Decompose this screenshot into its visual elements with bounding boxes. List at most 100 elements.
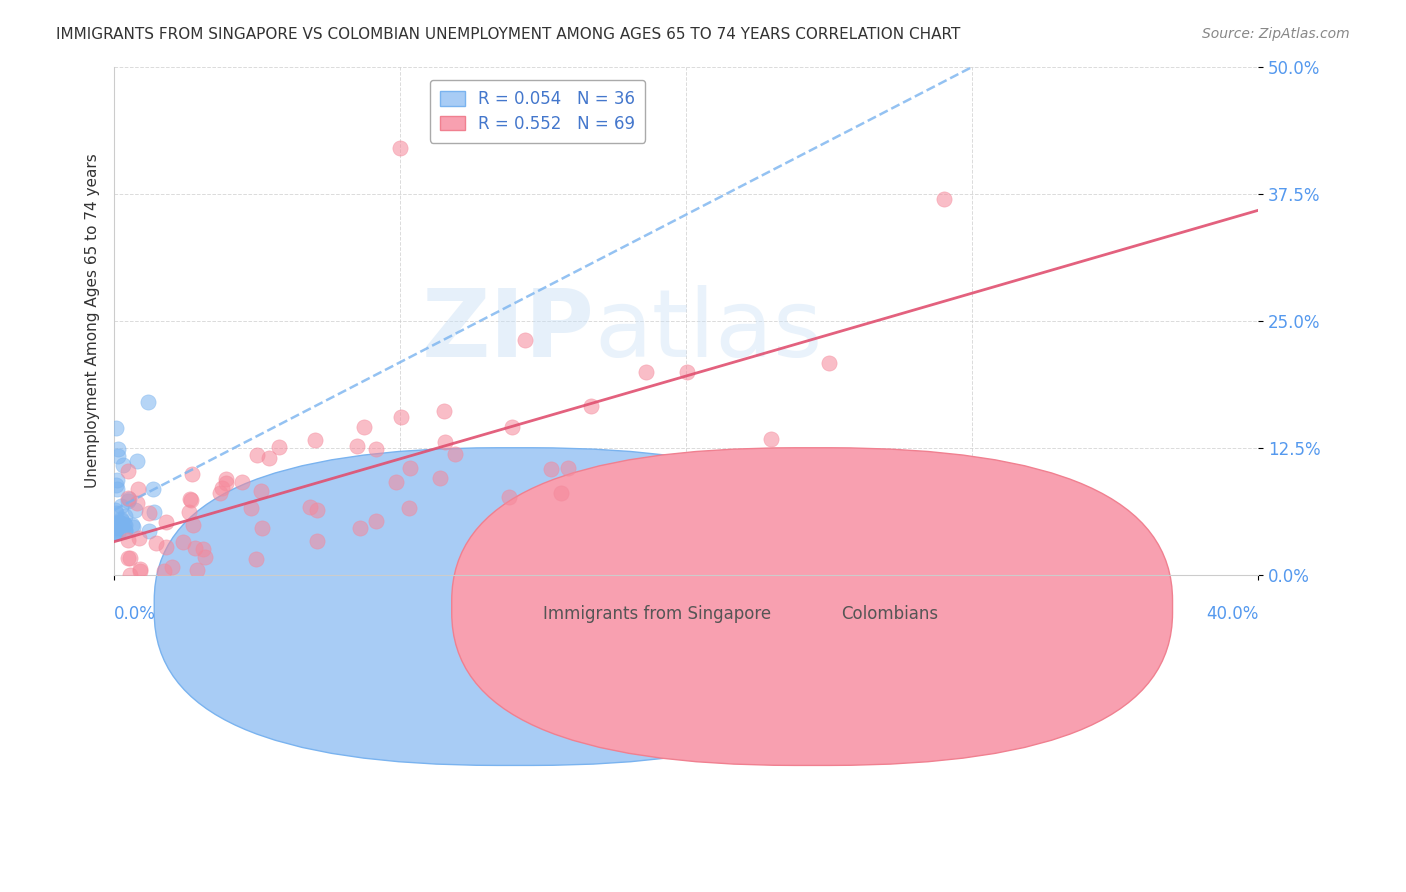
Text: IMMIGRANTS FROM SINGAPORE VS COLOMBIAN UNEMPLOYMENT AMONG AGES 65 TO 74 YEARS CO: IMMIGRANTS FROM SINGAPORE VS COLOMBIAN U…	[56, 27, 960, 42]
Point	[550, 486, 572, 500]
Point	[433, 434, 456, 449]
Point	[138, 506, 160, 520]
Point	[181, 467, 204, 481]
Point	[153, 564, 176, 578]
Text: Colombians: Colombians	[841, 606, 938, 624]
Point	[364, 442, 387, 456]
Point	[107, 442, 129, 456]
Point	[114, 517, 136, 532]
Point	[128, 561, 150, 575]
Point	[180, 493, 202, 508]
Text: ZIP: ZIP	[422, 285, 595, 377]
Point	[105, 523, 128, 537]
Point	[118, 491, 141, 506]
Point	[128, 531, 150, 545]
Point	[513, 334, 536, 348]
FancyBboxPatch shape	[451, 448, 1173, 765]
Point	[118, 551, 141, 566]
Point	[122, 520, 145, 534]
Point	[111, 514, 134, 528]
Text: Immigrants from Singapore: Immigrants from Singapore	[543, 606, 772, 624]
Point	[389, 409, 412, 424]
Point	[181, 518, 204, 533]
Point	[186, 563, 208, 577]
Legend: R = 0.054   N = 36, R = 0.552   N = 69: R = 0.054 N = 36, R = 0.552 N = 69	[430, 80, 645, 143]
Point	[252, 521, 274, 535]
Point	[179, 492, 201, 507]
Point	[117, 491, 139, 505]
Text: 40.0%: 40.0%	[1206, 606, 1258, 624]
Point	[245, 552, 267, 566]
Point	[117, 551, 139, 566]
Point	[191, 542, 214, 557]
Point	[107, 525, 129, 540]
Point	[104, 524, 127, 539]
Point	[108, 515, 131, 529]
Point	[194, 550, 217, 565]
Point	[105, 474, 128, 488]
Point	[142, 482, 165, 496]
Point	[385, 475, 408, 489]
Point	[259, 450, 281, 465]
Point	[498, 490, 520, 504]
Point	[105, 506, 128, 520]
Point	[172, 535, 194, 549]
Point	[125, 496, 148, 510]
Text: Source: ZipAtlas.com: Source: ZipAtlas.com	[1202, 27, 1350, 41]
Point	[127, 482, 149, 496]
Point	[389, 141, 412, 155]
Point	[634, 365, 657, 379]
Text: atlas: atlas	[595, 285, 823, 377]
Point	[105, 420, 128, 434]
Point	[269, 440, 291, 454]
Point	[114, 524, 136, 539]
Point	[444, 447, 467, 461]
Point	[364, 514, 387, 528]
Point	[105, 482, 128, 496]
Point	[155, 516, 177, 530]
Point	[761, 432, 783, 446]
Point	[177, 505, 200, 519]
Point	[676, 366, 699, 380]
Text: 0.0%: 0.0%	[114, 606, 156, 624]
Point	[346, 440, 368, 454]
Point	[117, 533, 139, 548]
Point	[138, 524, 160, 538]
Point	[114, 523, 136, 537]
Point	[114, 509, 136, 524]
Point	[145, 535, 167, 549]
Point	[107, 450, 129, 464]
Point	[114, 518, 136, 533]
Point	[239, 500, 262, 515]
Point	[215, 472, 238, 486]
Point	[501, 420, 523, 434]
Point	[211, 481, 233, 495]
Point	[215, 475, 238, 490]
Point	[398, 460, 420, 475]
Point	[155, 541, 177, 555]
Point	[304, 433, 326, 447]
Point	[231, 475, 253, 489]
Point	[121, 517, 143, 532]
Point	[136, 395, 159, 409]
Point	[429, 470, 451, 484]
FancyBboxPatch shape	[155, 448, 875, 765]
Point	[104, 503, 127, 517]
Point	[540, 461, 562, 475]
Point	[160, 560, 183, 574]
Point	[127, 454, 149, 468]
Point	[433, 403, 456, 417]
Point	[117, 465, 139, 479]
Point	[103, 516, 125, 530]
Point	[305, 502, 328, 516]
Point	[110, 500, 132, 514]
Point	[398, 500, 420, 515]
Point	[246, 449, 269, 463]
Point	[105, 521, 128, 535]
Point	[108, 516, 131, 530]
Point	[817, 356, 839, 370]
Point	[579, 399, 602, 413]
Point	[208, 486, 231, 500]
Point	[353, 419, 375, 434]
Point	[932, 192, 955, 206]
